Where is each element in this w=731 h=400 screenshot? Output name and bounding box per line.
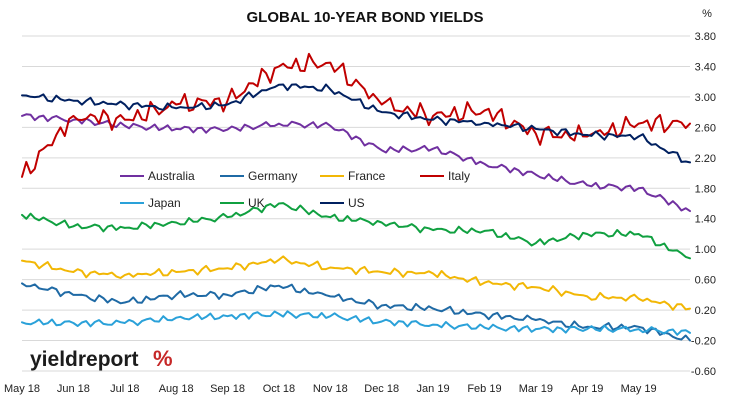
y-tick-label: -0.20: [691, 336, 716, 348]
x-tick-label: Jun 18: [57, 383, 90, 395]
y-tick-label: 2.60: [695, 122, 716, 134]
series-line-australia: [21, 113, 691, 213]
x-tick-label: Jan 19: [417, 383, 450, 395]
legend-item-us: US: [320, 196, 365, 210]
y-axis-ticks: 3.80 3.40 3.00 2.60 2.20 1.80 1.40 1.00 0.60 0.20…: [691, 31, 716, 378]
legend-item-australia: Australia: [120, 169, 195, 183]
legend-label: UK: [248, 196, 265, 210]
series-line-germany: [21, 282, 691, 342]
x-axis-ticks: May 18 Jun 18 Jul 18 Aug 18 Sep 18 Oct 18 Nov …: [4, 383, 657, 395]
legend-item-germany: Germany: [220, 169, 297, 183]
series-line-italy: [21, 52, 691, 178]
y-tick-label: 1.80: [695, 183, 716, 195]
y-axis-unit: %: [702, 8, 712, 20]
legend-item-japan: Japan: [120, 196, 181, 210]
yieldreport-logo: yieldreport %: [30, 346, 173, 371]
x-tick-label: Feb 19: [467, 383, 501, 395]
legend-label: Japan: [148, 196, 181, 210]
chart-title: GLOBAL 10-YEAR BOND YIELDS: [247, 9, 484, 26]
x-tick-label: Jul 18: [110, 383, 139, 395]
x-tick-label: May 18: [4, 383, 40, 395]
legend-item-italy: Italy: [420, 169, 470, 183]
legend-label: France: [348, 169, 386, 183]
x-tick-label: May 19: [621, 383, 657, 395]
y-tick-label: 3.40: [695, 61, 716, 73]
legend: Australia Germany France Italy Japan UK US: [120, 169, 470, 210]
x-tick-label: Aug 18: [159, 383, 194, 395]
legend-label: Australia: [148, 169, 195, 183]
series-line-france: [21, 255, 691, 311]
x-tick-label: Apr 19: [571, 383, 603, 395]
x-tick-label: Sep 18: [210, 383, 245, 395]
series-line-uk: [21, 202, 691, 260]
logo-percent-icon: %: [153, 346, 173, 371]
legend-label: US: [348, 196, 365, 210]
x-tick-label: Dec 18: [364, 383, 399, 395]
legend-label: Germany: [248, 169, 297, 183]
legend-label: Italy: [448, 169, 470, 183]
logo-text: yieldreport: [30, 348, 139, 371]
legend-item-uk: UK: [220, 196, 265, 210]
gridlines: [22, 35, 690, 372]
series-lines: [21, 52, 691, 342]
x-tick-label: Oct 18: [263, 383, 295, 395]
y-tick-label: -0.60: [691, 366, 716, 378]
series-line-japan: [21, 310, 691, 336]
y-tick-label: 0.60: [695, 275, 716, 287]
x-tick-label: Mar 19: [519, 383, 553, 395]
legend-item-france: France: [320, 169, 386, 183]
y-tick-label: 2.20: [695, 153, 716, 165]
y-tick-label: 1.40: [695, 214, 716, 226]
y-tick-label: 0.20: [695, 305, 716, 317]
y-tick-label: 3.00: [695, 92, 716, 104]
series-line-us: [21, 83, 691, 164]
y-tick-label: 3.80: [695, 31, 716, 43]
x-tick-label: Nov 18: [313, 383, 348, 395]
y-tick-label: 1.00: [695, 244, 716, 256]
